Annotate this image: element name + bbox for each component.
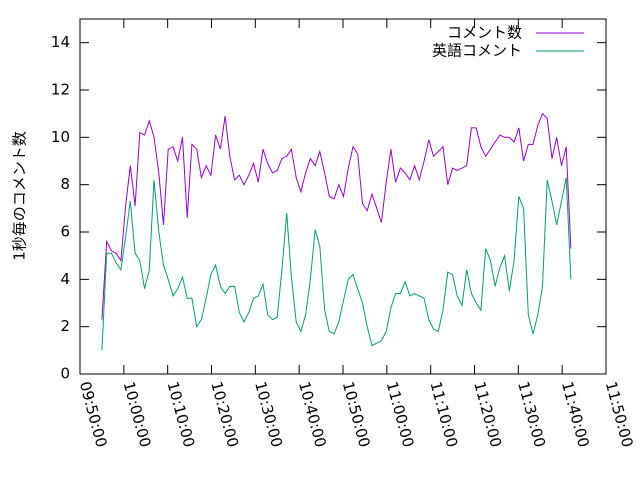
- y-axis-ticks: 0 2 4 6 8 10 12 14: [51, 33, 606, 383]
- x-tick-label: 11:20:00: [470, 380, 505, 450]
- legend-label: コメント数: [447, 24, 522, 42]
- y-axis-label: 1秒毎のコメント数: [11, 131, 29, 261]
- legend-label: 英語コメント: [432, 42, 522, 60]
- y-tick-label: 4: [60, 270, 70, 288]
- x-tick-label: 11:50:00: [602, 380, 637, 450]
- x-tick-label: 11:30:00: [514, 380, 549, 450]
- series-lines: [101, 112, 572, 351]
- y-tick-label: 14: [51, 33, 70, 51]
- x-tick-label: 11:40:00: [558, 380, 593, 450]
- x-tick-label: 09:50:00: [76, 380, 111, 450]
- x-axis-ticks: 09:50:00 10:00:00 10:10:00 10:20:00 10:30:00…: [76, 19, 637, 449]
- x-tick-label: 10:00:00: [120, 380, 155, 450]
- x-tick-label: 11:10:00: [426, 380, 461, 450]
- x-tick-label: 10:20:00: [207, 380, 242, 450]
- series-line-1: [101, 112, 572, 320]
- x-tick-label: 10:40:00: [295, 380, 330, 450]
- x-tick-label: 10:50:00: [339, 380, 374, 450]
- series-line-2: [101, 177, 572, 351]
- y-tick-label: 8: [60, 175, 70, 193]
- x-tick-label: 10:30:00: [251, 380, 286, 450]
- x-tick-label: 11:00:00: [383, 380, 418, 450]
- y-tick-label: 10: [51, 128, 70, 146]
- y-tick-label: 6: [60, 223, 70, 241]
- y-tick-label: 2: [60, 317, 70, 335]
- y-tick-label: 0: [60, 365, 70, 383]
- y-tick-label: 12: [51, 81, 70, 99]
- plot-frame: [79, 18, 607, 375]
- x-tick-label: 10:10:00: [163, 380, 198, 450]
